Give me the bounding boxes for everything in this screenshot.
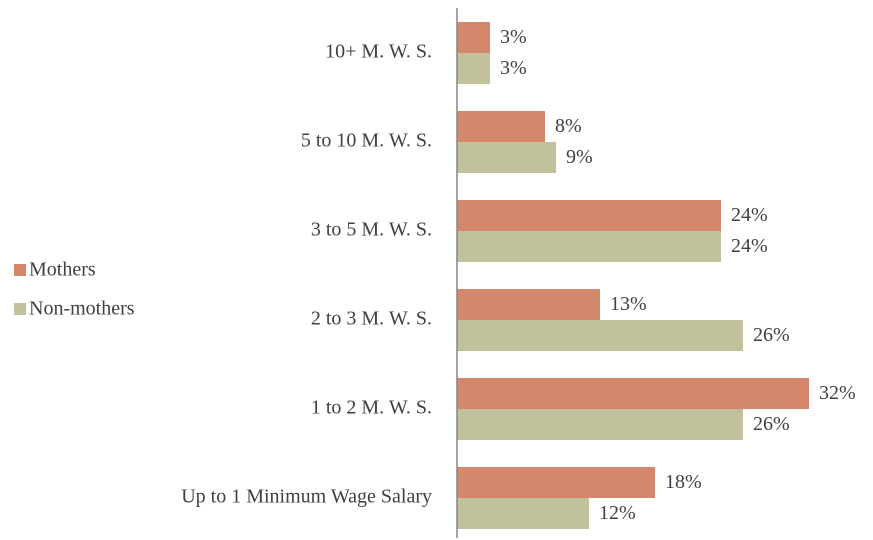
data-label: 24%	[731, 204, 768, 226]
category-label: 1 to 2 M. W. S.	[311, 397, 432, 419]
data-label: 26%	[753, 324, 790, 346]
legend-swatch	[14, 303, 26, 315]
bar	[457, 467, 655, 498]
data-label: 26%	[753, 413, 790, 435]
legend-label: Non-mothers	[29, 298, 135, 320]
bar	[457, 53, 490, 84]
legend-label: Mothers	[29, 259, 96, 281]
data-label: 13%	[610, 293, 647, 315]
legend-swatch	[14, 264, 26, 276]
data-label: 18%	[665, 471, 702, 493]
bar	[457, 289, 600, 320]
category-label: 10+ M. W. S.	[325, 41, 432, 63]
bar	[457, 231, 721, 262]
bar	[457, 22, 490, 53]
bar	[457, 111, 545, 142]
data-label: 3%	[500, 26, 527, 48]
data-label: 32%	[819, 382, 856, 404]
category-label: Up to 1 Minimum Wage Salary	[181, 486, 432, 508]
bar	[457, 409, 743, 440]
data-label: 8%	[555, 115, 582, 137]
data-label: 12%	[599, 502, 636, 524]
bar	[457, 378, 809, 409]
category-label: 3 to 5 M. W. S.	[311, 219, 432, 241]
bar	[457, 142, 556, 173]
category-label: 2 to 3 M. W. S.	[311, 308, 432, 330]
bar	[457, 498, 589, 529]
data-label: 3%	[500, 57, 527, 79]
bar	[457, 320, 743, 351]
bar	[457, 200, 721, 231]
data-label: 24%	[731, 235, 768, 257]
data-label: 9%	[566, 146, 593, 168]
category-label: 5 to 10 M. W. S.	[301, 130, 432, 152]
